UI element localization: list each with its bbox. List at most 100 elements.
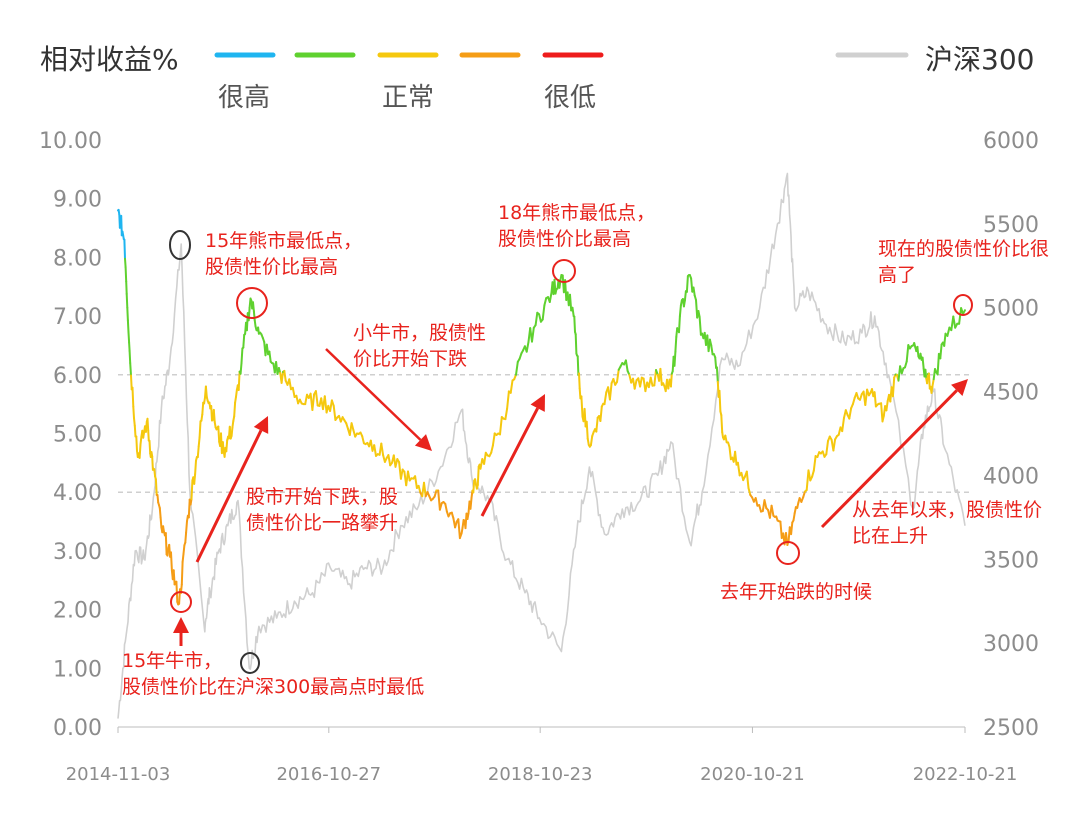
relative-return-segment (916, 345, 920, 358)
y-axis-right: 2500 3000 3500 4000 4500 5000 5500 6000 (983, 129, 1039, 741)
relative-return-segment (624, 359, 629, 372)
relative-return-segment (185, 520, 188, 534)
y-left-tick-9: 9.00 (53, 188, 102, 213)
relative-return-segment (714, 356, 718, 369)
relative-return-segment (133, 417, 136, 427)
relative-return-segment (387, 454, 392, 467)
relative-return-segment (288, 378, 292, 391)
relative-return-segment (221, 441, 225, 453)
relative-return-segment (204, 385, 208, 399)
x-axis: 2014-11-03 2016-10-27 2018-10-23 2020-10-21… (66, 726, 1017, 785)
y-right-tick-6: 5500 (983, 213, 1039, 238)
relative-return-segment (125, 280, 128, 295)
relative-return-segment (633, 379, 638, 390)
relative-return-segment (237, 370, 241, 391)
relative-return-segment (586, 437, 590, 446)
relative-return-segment (181, 552, 185, 563)
relative-return-segment (304, 393, 308, 406)
relative-return-segment (332, 404, 337, 421)
relative-return-segment (190, 479, 194, 501)
relative-return-segment (779, 520, 783, 539)
relative-return-segment (201, 401, 205, 416)
relative-return-segment (678, 304, 682, 318)
relative-return-segment (673, 350, 677, 367)
relative-return-segment (754, 497, 759, 507)
relative-return-segment (939, 343, 943, 360)
relative-return-segment (943, 332, 947, 347)
relative-return-segment (659, 367, 663, 386)
relative-return-segment (574, 333, 578, 355)
annotation-since21: 从去年以来，股债性价比在上升 (852, 499, 1042, 547)
relative-return-segment (736, 461, 741, 477)
relative-return-segment (164, 532, 168, 556)
relative-return-segment (196, 445, 200, 459)
annotation-drop21: 去年开始跌的时候 (720, 581, 872, 603)
relative-return-segment (193, 473, 197, 485)
relative-return-segment (571, 306, 575, 318)
relative-return-segment (585, 420, 589, 440)
relative-return-segment (469, 497, 473, 510)
relative-return-segment (194, 459, 197, 476)
relative-return-segment (239, 362, 243, 375)
relative-return-segment (674, 335, 678, 353)
relative-return-segment (129, 362, 132, 377)
relative-return-segment (252, 301, 255, 313)
relative-return-segment (438, 502, 443, 511)
relative-return-segment (483, 451, 487, 465)
relative-return-segment (126, 306, 129, 322)
relative-return-segment (126, 319, 130, 334)
relative-return-segment (812, 455, 817, 472)
relative-return-segment (599, 405, 603, 422)
annotation-bear18: 18年熊市最低点，股债性价比最高 (498, 202, 655, 250)
relative-return-segment (407, 470, 411, 482)
relative-return-segment (926, 373, 929, 385)
relative-return-segment (936, 352, 940, 376)
y-left-tick-4: 4.00 (53, 481, 102, 506)
relative-return-segment (128, 349, 132, 365)
relative-return-segment (576, 355, 580, 376)
relative-return-segment (132, 405, 135, 420)
relative-return-segment (927, 372, 931, 390)
y-left-tick-2: 2.00 (53, 599, 102, 624)
x-tick-2: 2018-10-23 (488, 764, 593, 785)
x-tick-1: 2016-10-27 (276, 764, 381, 785)
y-left-tick-10: 10.00 (39, 129, 102, 154)
relative-return-segment (197, 436, 201, 448)
relative-return-segment (200, 413, 204, 422)
annotations: 15年牛市，股债性价比在沪深300最高点时最低 15年熊市最低点，股债性价比最高股… (122, 202, 1049, 698)
x-tick-3: 2020-10-21 (700, 764, 805, 785)
relative-return-segment (283, 369, 287, 382)
relative-return-segment (653, 369, 657, 387)
annotation-minibull: 小牛市，股债性价比开始下跌 (353, 322, 486, 370)
relative-return-segment (242, 333, 246, 349)
relative-return-segment (138, 443, 142, 459)
relative-return-segment (506, 390, 510, 410)
relative-return-segment (763, 499, 768, 510)
arrow-minibull (325, 348, 432, 451)
annotation-fall16: 股市开始下跌，股债性价比一路攀升 (246, 486, 398, 534)
arrow-since21 (820, 379, 968, 529)
relative-return-segment (457, 518, 461, 540)
legend-left-title: 相对收益% (40, 43, 179, 76)
relative-return-segment (151, 455, 154, 471)
y-right-tick-0: 2500 (983, 716, 1039, 741)
relative-return-segment (525, 340, 530, 353)
relative-return-segment (848, 407, 853, 420)
relative-return-segment (685, 275, 689, 293)
relative-return-segment (931, 378, 935, 388)
relative-return-segment (958, 307, 963, 325)
relative-return-segment (235, 388, 238, 398)
relative-return-segment (962, 309, 966, 315)
csi300-line (117, 172, 966, 719)
relative-return-segment (154, 478, 158, 496)
y-axis-left: 0.00 1.00 2.00 3.00 4.00 5.00 6.00 7.00 8.00 9.00… (39, 129, 102, 741)
relative-return-segment (904, 360, 908, 369)
relative-return-segment (291, 386, 296, 398)
relative-return-segment (885, 400, 889, 412)
relative-return-segment (841, 416, 845, 433)
relative-return-segment (314, 390, 319, 407)
marker-csi-low-2016 (240, 652, 260, 674)
relative-return-segment (589, 435, 594, 447)
relative-return-series (117, 208, 966, 606)
